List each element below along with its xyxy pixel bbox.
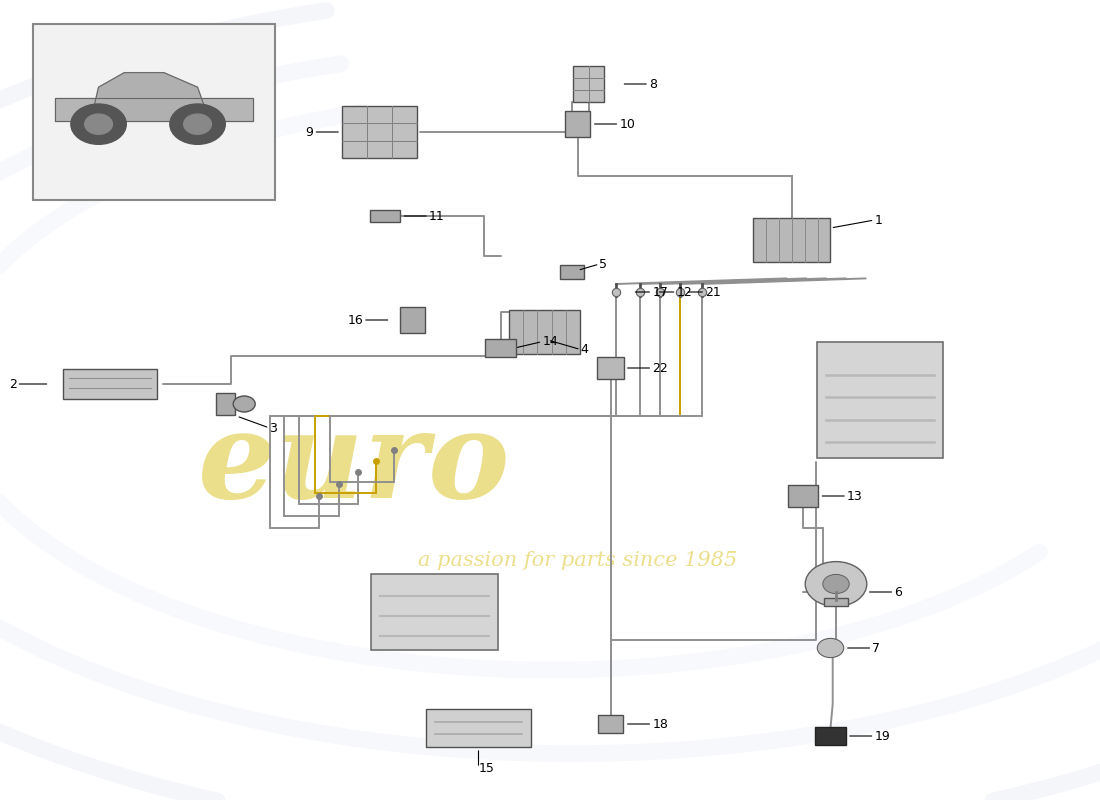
Text: 12: 12 [676, 286, 692, 298]
Text: 21: 21 [705, 286, 720, 298]
Text: 17: 17 [652, 286, 668, 298]
Text: 19: 19 [874, 730, 890, 742]
Circle shape [233, 396, 255, 412]
Text: 3: 3 [270, 422, 277, 434]
Bar [816, 342, 944, 458]
Text: 18: 18 [652, 718, 668, 730]
Text: 22: 22 [652, 362, 668, 374]
Text: 15: 15 [478, 762, 494, 774]
Text: 8: 8 [649, 78, 657, 90]
Circle shape [823, 574, 849, 594]
Circle shape [85, 114, 112, 134]
Circle shape [169, 104, 226, 144]
Text: a passion for parts since 1985: a passion for parts since 1985 [418, 550, 737, 570]
Bar [597, 357, 625, 379]
Text: 9: 9 [306, 126, 313, 138]
Bar [342, 106, 417, 158]
Bar [560, 265, 584, 279]
Text: 6: 6 [894, 586, 902, 598]
Polygon shape [90, 73, 209, 121]
Bar [33, 24, 275, 200]
Circle shape [805, 562, 867, 606]
Text: 13: 13 [847, 490, 862, 502]
Bar [508, 310, 581, 354]
Circle shape [817, 638, 844, 658]
Bar [754, 218, 830, 262]
Circle shape [70, 104, 126, 144]
Text: 10: 10 [619, 118, 635, 130]
Bar [824, 598, 848, 606]
Circle shape [184, 114, 211, 134]
Text: 14: 14 [542, 335, 558, 348]
Bar [788, 485, 818, 507]
Bar [400, 307, 425, 333]
Text: 1: 1 [874, 214, 882, 226]
Text: 16: 16 [348, 314, 363, 326]
Bar [573, 66, 604, 102]
Text: 4: 4 [581, 343, 589, 356]
Text: euro: euro [198, 405, 510, 523]
Bar [372, 574, 497, 650]
Text: 2: 2 [9, 378, 16, 390]
Bar [565, 111, 590, 137]
Text: 7: 7 [872, 642, 880, 654]
Bar [427, 709, 530, 747]
Bar [64, 369, 157, 399]
Bar [815, 727, 846, 745]
Bar [216, 393, 235, 415]
Bar [485, 339, 516, 357]
Text: 11: 11 [429, 210, 444, 222]
Bar [370, 210, 400, 222]
Bar [598, 715, 623, 733]
Polygon shape [55, 98, 253, 121]
Text: 5: 5 [600, 258, 607, 270]
